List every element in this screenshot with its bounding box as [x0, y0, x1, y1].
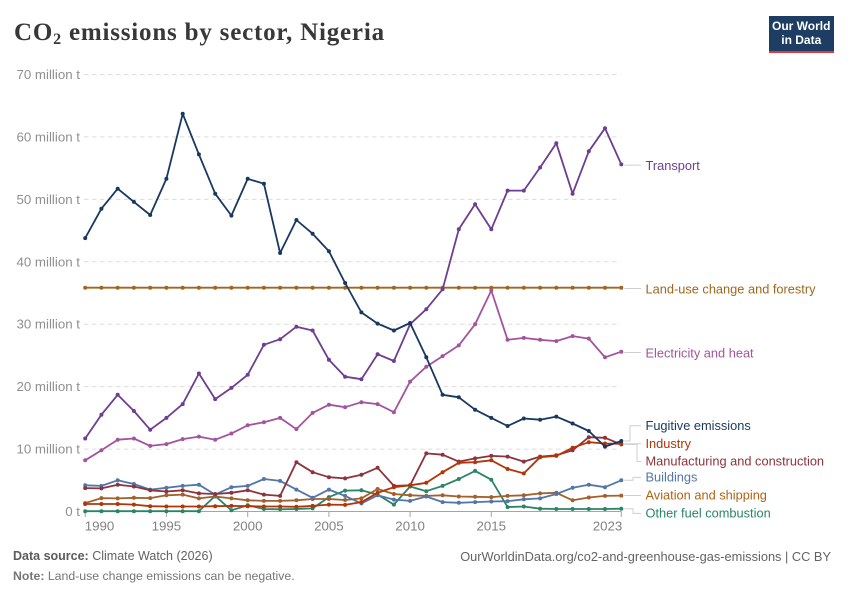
svg-text:50 million t: 50 million t	[16, 192, 80, 207]
svg-text:2005: 2005	[314, 519, 344, 534]
svg-text:70 million t: 70 million t	[16, 67, 80, 82]
svg-text:1990: 1990	[85, 519, 115, 534]
svg-text:Industry: Industry	[646, 436, 692, 451]
svg-text:20 million t: 20 million t	[16, 379, 80, 394]
svg-text:60 million t: 60 million t	[16, 129, 80, 144]
svg-text:1995: 1995	[152, 519, 182, 534]
svg-text:Other fuel combustion: Other fuel combustion	[646, 506, 771, 521]
svg-text:Land-use change and forestry: Land-use change and forestry	[646, 282, 817, 297]
svg-text:2000: 2000	[233, 519, 263, 534]
svg-text:Electricity and heat: Electricity and heat	[646, 346, 755, 361]
svg-text:2023: 2023	[593, 519, 623, 534]
svg-text:Transport: Transport	[646, 158, 701, 173]
svg-text:10 million t: 10 million t	[16, 442, 80, 457]
svg-text:40 million t: 40 million t	[16, 254, 80, 269]
svg-text:2015: 2015	[477, 519, 507, 534]
svg-text:30 million t: 30 million t	[16, 317, 80, 332]
svg-text:Aviation and shipping: Aviation and shipping	[646, 488, 767, 503]
svg-text:Fugitive emissions: Fugitive emissions	[646, 418, 751, 433]
svg-text:Manufacturing and construction: Manufacturing and construction	[646, 454, 825, 469]
svg-text:Buildings: Buildings	[646, 470, 698, 485]
svg-text:2010: 2010	[395, 519, 425, 534]
svg-text:0 t: 0 t	[65, 504, 80, 519]
